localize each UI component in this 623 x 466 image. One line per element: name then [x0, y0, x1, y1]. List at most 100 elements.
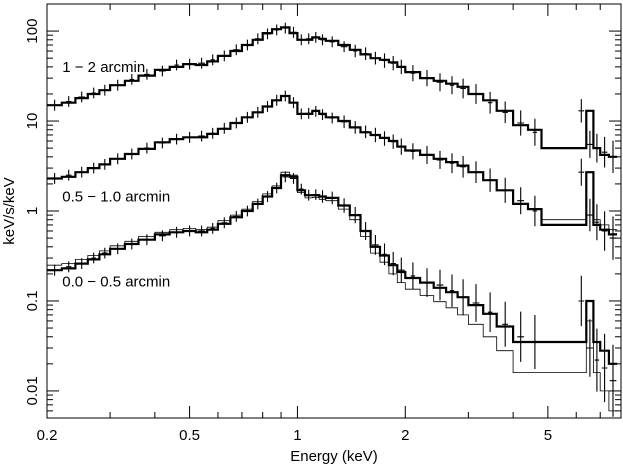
data-point-1-14 [232, 117, 240, 129]
data-point-1-35 [436, 150, 444, 169]
data-point-1-21 [299, 108, 304, 120]
data-point-0-32 [397, 59, 405, 75]
data-point-0-37 [460, 78, 466, 99]
data-points [52, 22, 617, 417]
data-point-2-1 [65, 261, 72, 273]
data-point-2-9 [174, 226, 179, 238]
data-point-1-25 [329, 112, 335, 124]
data-point-2-15 [245, 205, 250, 217]
data-point-0-39 [487, 91, 493, 114]
data-point-0-14 [232, 44, 240, 56]
data-point-2-10 [186, 225, 193, 237]
data-point-1-13 [221, 122, 228, 134]
series-annotation-1: 0.5 − 1.0 arcmin [62, 188, 170, 205]
data-point-2-21 [299, 183, 304, 195]
x-axis-title: Energy (keV) [290, 448, 378, 465]
data-point-2-14 [232, 211, 240, 222]
data-point-0-26 [340, 41, 348, 53]
data-point-1-0 [52, 173, 57, 184]
data-point-0-24 [320, 34, 325, 46]
model-line-2 [47, 174, 618, 365]
data-point-2-25 [329, 191, 335, 205]
axis-ticks [46, 3, 622, 419]
model-line-0 [47, 26, 618, 158]
y-tick-label: 0.1 [24, 291, 41, 312]
x-tick-label: 0.5 [179, 427, 200, 444]
data-point-2-19 [282, 171, 289, 183]
data-point-0-27 [353, 44, 358, 58]
data-point-0-10 [186, 58, 193, 70]
data-point-0-2 [78, 91, 86, 103]
data-point-2-4 [102, 247, 108, 259]
data-point-1-22 [305, 107, 312, 119]
data-point-1-11 [198, 130, 205, 142]
data-point-0-42 [532, 118, 538, 146]
data-point-2-37 [460, 279, 466, 316]
data-point-2-33 [410, 262, 416, 290]
model-curves [47, 26, 618, 412]
data-point-1-15 [245, 111, 250, 123]
data-point-1-3 [91, 162, 96, 174]
data-point-0-35 [436, 73, 444, 92]
data-point-2-3 [91, 252, 96, 264]
series-annotation-0: 1 − 2 arcmin [62, 59, 145, 76]
data-point-0-19 [282, 22, 289, 34]
data-point-0-30 [382, 53, 387, 68]
data-point-0-11 [198, 57, 205, 69]
data-point-1-41 [517, 187, 525, 215]
data-point-0-4 [102, 84, 108, 96]
data-point-1-8 [159, 137, 166, 149]
data-point-2-39 [487, 292, 493, 332]
data-point-0-25 [329, 36, 335, 48]
data-point-1-29 [372, 127, 379, 143]
data-point-0-7 [144, 69, 150, 80]
data-point-0-12 [210, 54, 215, 66]
data-point-2-6 [129, 238, 134, 250]
data-point-1-44 [586, 198, 594, 232]
data-point-0-8 [159, 65, 166, 77]
data-point-1-31 [390, 134, 396, 149]
data-point-2-5 [114, 243, 122, 255]
data-point-0-41 [517, 110, 525, 136]
data-point-1-24 [320, 109, 325, 120]
y-axis-title: keV/s/keV [1, 177, 18, 245]
data-point-2-41 [517, 311, 525, 362]
data-point-0-18 [274, 24, 279, 36]
data-point-0-16 [255, 33, 261, 45]
data-point-0-45 [594, 133, 600, 163]
data-point-1-4 [102, 159, 108, 170]
y-tick-label: 100 [24, 19, 41, 44]
data-point-1-1 [65, 169, 72, 181]
data-point-1-32 [397, 138, 405, 155]
data-point-2-8 [159, 230, 166, 242]
data-point-1-19 [282, 90, 289, 102]
data-point-1-39 [487, 168, 493, 192]
data-point-2-18 [274, 182, 279, 194]
data-point-2-45 [594, 328, 600, 392]
data-point-2-36 [449, 274, 455, 307]
x-tick-label: 5 [544, 427, 552, 444]
data-point-2-22 [305, 189, 312, 201]
data-point-0-6 [129, 74, 134, 85]
data-point-2-16 [255, 198, 261, 210]
data-point-2-0 [52, 264, 57, 276]
data-point-1-20 [290, 97, 297, 109]
model-line-1 [47, 94, 618, 236]
data-point-0-28 [362, 47, 369, 60]
data-point-1-26 [340, 115, 348, 129]
data-point-0-29 [372, 51, 379, 65]
data-point-1-7 [144, 142, 150, 154]
data-point-2-31 [390, 251, 396, 276]
data-point-2-23 [312, 189, 320, 200]
data-point-1-38 [472, 161, 480, 183]
x-tick-label: 0.2 [37, 427, 58, 444]
data-point-1-6 [129, 148, 134, 160]
data-point-2-32 [397, 257, 405, 283]
y-tick-label: 1 [24, 207, 41, 215]
data-point-1-42 [532, 195, 538, 227]
data-point-0-15 [245, 39, 250, 51]
data-point-2-43 [578, 275, 585, 327]
data-point-1-34 [424, 145, 430, 164]
data-point-1-18 [274, 94, 279, 106]
